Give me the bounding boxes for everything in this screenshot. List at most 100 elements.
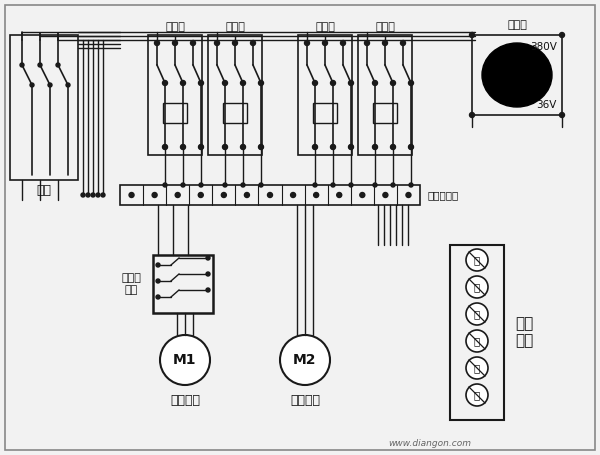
Circle shape — [244, 192, 250, 197]
Circle shape — [173, 40, 178, 46]
Circle shape — [241, 183, 245, 187]
Circle shape — [223, 145, 227, 149]
Bar — [472, 35, 562, 115]
Circle shape — [466, 357, 488, 379]
Circle shape — [466, 384, 488, 406]
Circle shape — [560, 112, 565, 117]
Circle shape — [331, 183, 335, 187]
Circle shape — [305, 40, 310, 46]
Circle shape — [268, 192, 272, 197]
Circle shape — [409, 145, 413, 150]
Circle shape — [409, 183, 413, 187]
Circle shape — [314, 192, 319, 197]
Circle shape — [391, 81, 395, 86]
Circle shape — [199, 81, 203, 86]
Circle shape — [199, 183, 203, 187]
Circle shape — [466, 303, 488, 325]
Circle shape — [391, 183, 395, 187]
Circle shape — [223, 145, 227, 150]
Circle shape — [259, 183, 263, 187]
Circle shape — [331, 145, 335, 149]
Circle shape — [30, 83, 34, 87]
Circle shape — [313, 81, 317, 86]
Text: 升降电机: 升降电机 — [170, 394, 200, 406]
Text: 操作
手柄: 操作 手柄 — [515, 316, 533, 348]
Text: M2: M2 — [293, 353, 317, 367]
Circle shape — [181, 183, 185, 187]
Circle shape — [241, 145, 245, 149]
Circle shape — [160, 335, 210, 385]
Circle shape — [20, 63, 24, 67]
Circle shape — [373, 145, 377, 150]
Text: 断火限
位器: 断火限 位器 — [121, 273, 141, 295]
Circle shape — [373, 145, 377, 149]
Bar — [450, 245, 504, 420]
Text: 接触器: 接触器 — [375, 22, 395, 32]
Circle shape — [129, 192, 134, 197]
Bar — [163, 103, 187, 123]
Circle shape — [341, 40, 346, 46]
Circle shape — [391, 145, 395, 150]
Bar — [298, 35, 352, 155]
Circle shape — [81, 193, 85, 197]
Circle shape — [91, 193, 95, 197]
Text: 变压器: 变压器 — [507, 20, 527, 30]
Circle shape — [206, 256, 210, 260]
Circle shape — [331, 81, 335, 86]
Text: 行走电机: 行走电机 — [290, 394, 320, 406]
Circle shape — [466, 276, 488, 298]
Circle shape — [290, 192, 296, 197]
Text: 接触器: 接触器 — [315, 22, 335, 32]
Circle shape — [233, 40, 238, 46]
Circle shape — [206, 272, 210, 276]
Text: 接触器: 接触器 — [225, 22, 245, 32]
Circle shape — [365, 40, 370, 46]
Circle shape — [241, 81, 245, 86]
Circle shape — [86, 193, 90, 197]
Circle shape — [313, 145, 317, 149]
Circle shape — [163, 81, 167, 86]
Circle shape — [313, 145, 317, 150]
Text: 左: 左 — [474, 363, 480, 373]
Circle shape — [337, 192, 342, 197]
Circle shape — [409, 145, 413, 149]
Circle shape — [331, 145, 335, 150]
Text: 闸刀: 闸刀 — [37, 183, 52, 197]
Circle shape — [56, 63, 60, 67]
Circle shape — [406, 192, 411, 197]
Text: 绿: 绿 — [474, 255, 480, 265]
Circle shape — [373, 183, 377, 187]
Circle shape — [163, 145, 167, 150]
Circle shape — [181, 145, 185, 150]
Bar — [313, 103, 337, 123]
Text: 红: 红 — [474, 282, 480, 292]
Circle shape — [199, 145, 203, 150]
Circle shape — [215, 40, 220, 46]
Circle shape — [360, 192, 365, 197]
Circle shape — [349, 145, 353, 149]
Circle shape — [163, 183, 167, 187]
Circle shape — [206, 288, 210, 292]
Circle shape — [181, 81, 185, 86]
Bar — [10, 35, 78, 180]
Text: 380V: 380V — [530, 42, 557, 52]
Bar — [153, 255, 213, 313]
Bar — [358, 35, 412, 155]
Circle shape — [349, 81, 353, 86]
Circle shape — [466, 330, 488, 352]
Bar — [120, 185, 420, 205]
Text: 36V: 36V — [536, 100, 557, 110]
Bar — [208, 35, 262, 155]
Circle shape — [349, 183, 353, 187]
Text: 接触器: 接触器 — [165, 22, 185, 32]
Ellipse shape — [482, 43, 552, 107]
Circle shape — [181, 145, 185, 149]
Circle shape — [391, 145, 395, 149]
Circle shape — [383, 192, 388, 197]
Circle shape — [155, 40, 160, 46]
Circle shape — [223, 81, 227, 86]
Circle shape — [156, 295, 160, 299]
Circle shape — [156, 263, 160, 267]
Circle shape — [373, 81, 377, 86]
Circle shape — [96, 193, 100, 197]
